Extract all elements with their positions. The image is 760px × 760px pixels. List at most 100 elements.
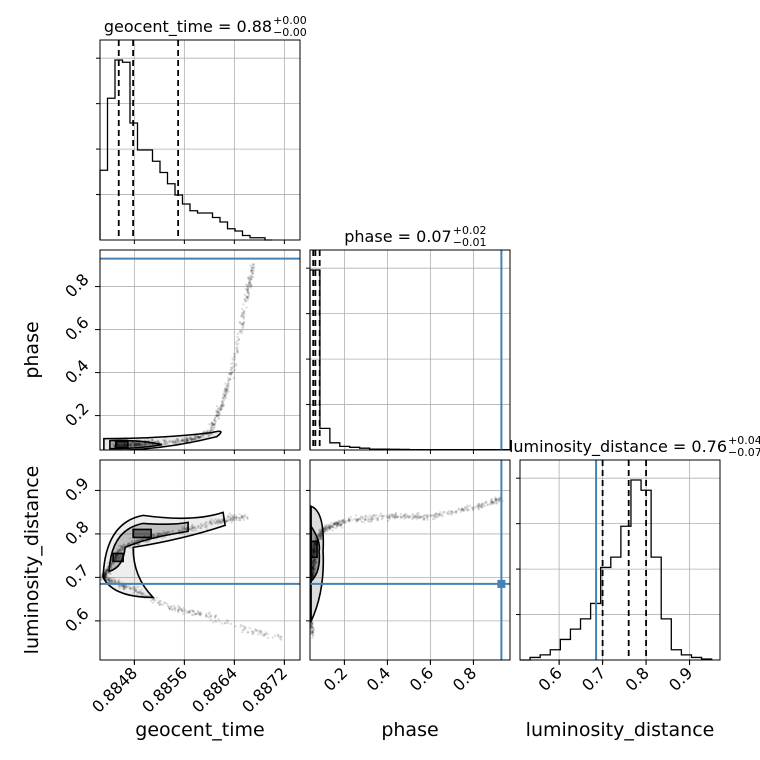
sample-point xyxy=(192,438,195,441)
sample-point xyxy=(213,425,216,428)
sample-point xyxy=(423,514,426,517)
sample-point xyxy=(359,518,362,521)
sample-point xyxy=(229,366,233,369)
sample-point xyxy=(132,444,135,447)
sample-point xyxy=(178,529,181,533)
sample-point xyxy=(246,289,250,292)
sample-point xyxy=(123,444,126,447)
sample-point xyxy=(449,512,453,515)
sample-point xyxy=(241,325,245,328)
sample-point xyxy=(240,515,243,518)
sample-point xyxy=(311,546,314,549)
sample-point xyxy=(215,414,219,418)
sample-point xyxy=(218,406,222,409)
sample-point xyxy=(134,441,137,444)
sample-point xyxy=(163,443,167,446)
sample-point xyxy=(241,326,244,330)
sample-point xyxy=(234,516,238,520)
sample-point xyxy=(210,523,213,526)
hist-bin-geocent_time-0 xyxy=(100,170,108,240)
sample-point xyxy=(208,611,211,614)
sample-point xyxy=(109,580,112,583)
sample-point xyxy=(187,609,190,613)
sample-point xyxy=(200,525,203,528)
sample-point xyxy=(323,530,326,533)
sample-point xyxy=(175,441,179,444)
sample-point xyxy=(182,526,185,529)
sample-point xyxy=(311,565,314,569)
sample-point xyxy=(494,498,497,502)
sample-point xyxy=(311,621,314,625)
sample-point xyxy=(385,514,388,517)
sample-point xyxy=(277,635,281,638)
sample-point xyxy=(276,634,280,638)
sample-point xyxy=(319,535,323,538)
sample-point xyxy=(380,514,384,517)
sample-point xyxy=(189,438,192,441)
sample-point xyxy=(117,444,121,447)
sample-point xyxy=(214,422,217,426)
sample-point xyxy=(111,562,114,565)
sample-point xyxy=(121,584,124,588)
sample-point xyxy=(311,570,314,573)
sample-point xyxy=(246,286,249,289)
sample-point xyxy=(105,570,109,573)
sample-point xyxy=(234,518,237,521)
sample-point xyxy=(106,569,109,572)
sample-point xyxy=(139,443,142,446)
sample-point xyxy=(162,530,165,533)
sample-point xyxy=(191,524,194,527)
sample-point xyxy=(311,630,314,634)
sample-point xyxy=(214,619,217,622)
sample-point xyxy=(341,520,345,524)
sample-point xyxy=(194,436,197,439)
sample-point xyxy=(404,514,407,518)
sample-point xyxy=(191,437,194,441)
sample-point xyxy=(314,566,317,569)
sample-point xyxy=(245,295,249,298)
sample-point xyxy=(379,512,382,515)
sample-point xyxy=(313,553,316,557)
sample-point xyxy=(209,616,212,619)
sample-point xyxy=(311,574,315,577)
sample-point xyxy=(417,516,421,519)
sample-point xyxy=(223,388,227,391)
panel-grid-phase-luminosity_distance xyxy=(310,460,510,660)
sample-point xyxy=(312,629,316,632)
sample-point xyxy=(480,502,484,506)
sample-point xyxy=(205,429,209,432)
panel-hist-phase xyxy=(309,249,511,451)
sample-point xyxy=(249,274,252,277)
sample-point xyxy=(133,444,136,447)
sample-point xyxy=(230,362,233,365)
sample-point xyxy=(197,436,200,439)
sample-point xyxy=(167,530,171,534)
sample-point xyxy=(165,531,168,534)
sample-point xyxy=(313,568,316,572)
sample-point xyxy=(220,405,223,408)
sample-point xyxy=(223,389,226,393)
sample-point xyxy=(181,437,184,440)
sample-point xyxy=(273,634,277,637)
sample-point xyxy=(160,533,163,536)
sample-point xyxy=(310,627,313,630)
sample-point xyxy=(314,557,317,560)
sample-point xyxy=(331,525,334,528)
sample-point xyxy=(312,569,315,572)
sample-point xyxy=(189,525,193,529)
sample-point xyxy=(318,534,322,537)
sample-point xyxy=(210,421,213,425)
sample-point xyxy=(426,514,429,517)
sample-point xyxy=(340,523,343,526)
sample-point xyxy=(152,533,156,537)
sample-point xyxy=(490,501,494,504)
sample-point xyxy=(320,537,323,540)
sample-point xyxy=(130,445,133,448)
sample-point xyxy=(228,378,231,381)
sample-point xyxy=(461,509,465,513)
sample-point xyxy=(229,518,232,521)
sample-point xyxy=(236,351,240,354)
sample-point xyxy=(242,313,245,316)
sample-point xyxy=(143,442,146,445)
sample-point xyxy=(123,444,127,448)
